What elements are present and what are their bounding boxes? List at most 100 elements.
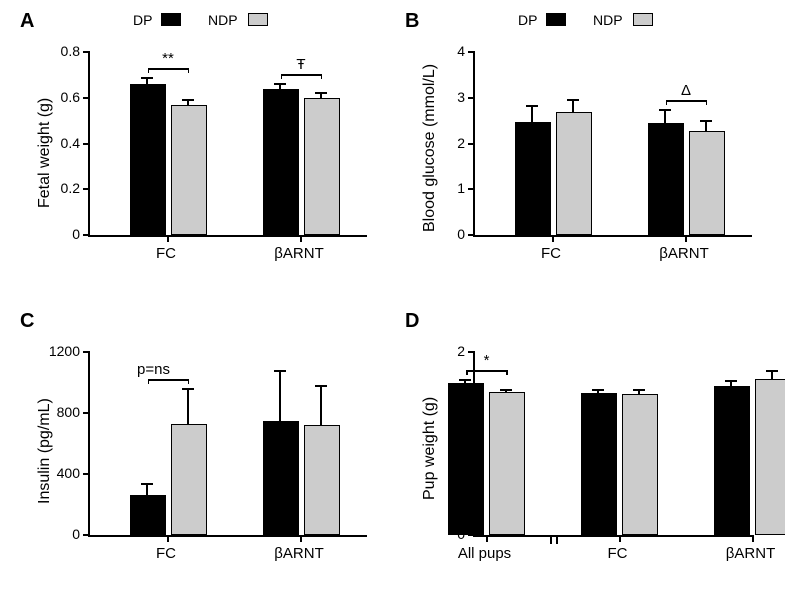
- error-cap: [700, 120, 712, 122]
- error-cap: [274, 83, 286, 85]
- error-cap: [315, 92, 327, 94]
- significance-label: *: [457, 352, 517, 369]
- y-tick: [83, 143, 90, 145]
- y-tick: [83, 188, 90, 190]
- significance-tick: [321, 74, 323, 79]
- significance-label: **: [138, 50, 198, 67]
- y-tick-label: 0.6: [40, 89, 80, 105]
- error-cap: [274, 370, 286, 372]
- x-category-label: FC: [573, 545, 663, 562]
- significance-label: Δ: [656, 82, 716, 99]
- significance-tick: [188, 68, 190, 73]
- bar: [581, 393, 617, 535]
- legend-label-ndp: NDP: [208, 12, 238, 28]
- significance-tick: [706, 100, 708, 105]
- error-cap: [141, 77, 153, 79]
- error-bar: [146, 484, 148, 495]
- y-tick: [468, 97, 475, 99]
- significance-tick: [466, 370, 468, 375]
- error-cap: [659, 109, 671, 111]
- significance-line: [148, 68, 189, 70]
- significance-tick: [666, 100, 668, 105]
- error-cap: [526, 105, 538, 107]
- legend: DP NDP: [133, 12, 383, 32]
- bar: [648, 123, 684, 235]
- y-tick: [83, 234, 90, 236]
- plot-area: *: [473, 352, 752, 537]
- error-bar: [771, 371, 773, 378]
- panel-B: BΔBlood glucose (mmol/L)01234DPNDPFCβARN…: [405, 10, 765, 280]
- y-tick-label: 1200: [40, 343, 80, 359]
- y-tick-label: 0: [40, 226, 80, 242]
- x-category-label: βARNT: [639, 245, 729, 262]
- y-tick: [83, 97, 90, 99]
- plot-area: **Ŧ: [88, 52, 367, 237]
- x-tick: [685, 235, 687, 242]
- plot-area: Δ: [473, 52, 752, 237]
- y-tick-label: 4: [425, 43, 465, 59]
- legend-swatch-dp: [546, 13, 566, 26]
- error-bar: [705, 121, 707, 131]
- bar: [304, 98, 340, 235]
- significance-line: [148, 379, 189, 381]
- error-cap: [459, 379, 471, 381]
- legend-label-dp: DP: [518, 12, 537, 28]
- y-tick-label: 0.4: [40, 135, 80, 151]
- x-tick: [167, 235, 169, 242]
- x-tick: [167, 535, 169, 542]
- legend-swatch-dp: [161, 13, 181, 26]
- legend: DPNDP: [518, 12, 768, 32]
- bar: [489, 392, 525, 535]
- legend-swatch-ndp: [633, 13, 653, 26]
- x-category-label: FC: [121, 245, 211, 262]
- error-cap: [315, 385, 327, 387]
- panel-label: A: [20, 10, 34, 33]
- bar: [515, 122, 551, 235]
- bar: [755, 379, 785, 535]
- y-tick-label: 0.8: [40, 43, 80, 59]
- error-bar: [531, 106, 533, 121]
- y-tick-label: 2: [425, 135, 465, 151]
- significance-line: [466, 370, 507, 372]
- bar: [171, 424, 207, 535]
- x-category-label: βARNT: [706, 545, 785, 562]
- bar: [171, 105, 207, 235]
- bar: [689, 131, 725, 235]
- bar: [622, 394, 658, 535]
- bar: [263, 421, 299, 535]
- error-cap: [182, 99, 194, 101]
- legend-swatch-ndp: [248, 13, 268, 26]
- bar: [304, 425, 340, 535]
- panel-label: C: [20, 310, 34, 333]
- panel-A: A**ŦFetal weight (g)00.20.40.60.8DPNDPFC…: [20, 10, 380, 280]
- y-tick: [83, 534, 90, 536]
- y-tick: [83, 351, 90, 353]
- significance-tick: [188, 379, 190, 384]
- bar: [556, 112, 592, 235]
- y-tick-label: 0.2: [40, 180, 80, 196]
- y-tick-label: 0: [425, 226, 465, 242]
- y-tick: [83, 51, 90, 53]
- x-category-label: FC: [121, 545, 211, 562]
- separator-tick: [556, 535, 558, 544]
- y-tick-label: 400: [40, 465, 80, 481]
- error-bar: [279, 371, 281, 421]
- panel-label: D: [405, 310, 419, 333]
- y-tick-label: 0: [425, 526, 465, 542]
- y-tick: [468, 234, 475, 236]
- y-tick-label: 1: [425, 180, 465, 196]
- error-cap: [633, 389, 645, 391]
- y-tick: [468, 188, 475, 190]
- separator-tick: [550, 535, 552, 544]
- figure-root: A**ŦFetal weight (g)00.20.40.60.8DPNDPFC…: [0, 0, 785, 607]
- y-tick-label: 800: [40, 404, 80, 420]
- x-category-label: βARNT: [254, 545, 344, 562]
- y-tick: [83, 473, 90, 475]
- significance-label: p=ns: [124, 361, 184, 378]
- bar: [714, 386, 750, 535]
- y-tick: [83, 412, 90, 414]
- bar: [130, 495, 166, 535]
- panel-label: B: [405, 10, 419, 33]
- error-cap: [766, 370, 778, 372]
- legend-label-dp: DP: [133, 12, 152, 28]
